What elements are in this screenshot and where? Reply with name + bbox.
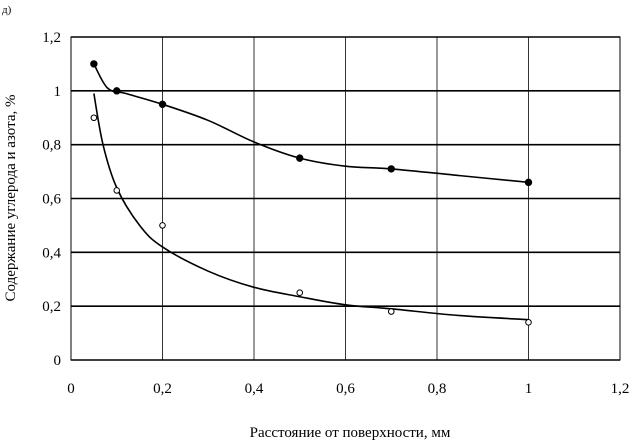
tick-labels: 0 0,2 0,4 0,6 0,8 1 1,2 0 0,2 0,4 0,6 0,8 1 1,2 bbox=[42, 30, 629, 397]
x-axis-title: Расстояние от поверхности, мм bbox=[250, 425, 451, 441]
open-data-point bbox=[159, 222, 166, 229]
x-tick-label: 1,2 bbox=[611, 381, 630, 397]
open-data-point bbox=[387, 308, 395, 315]
trend-lines bbox=[93, 63, 529, 321]
y-tick-label: 0,6 bbox=[42, 192, 61, 208]
y-tick-label: 0 bbox=[54, 353, 62, 369]
y-axis-title: Содержание углерода и азота, % bbox=[3, 95, 19, 302]
plot-frame bbox=[70, 36, 621, 361]
y-tick-label: 1,2 bbox=[42, 30, 61, 46]
y-tick-label: 0,2 bbox=[42, 299, 61, 315]
open-data-point bbox=[113, 187, 121, 194]
open-data-point bbox=[296, 289, 304, 297]
x-tick-label: 0,4 bbox=[245, 381, 264, 397]
grid bbox=[70, 36, 621, 361]
y-tick-label: 0,8 bbox=[42, 138, 61, 154]
trend-line-2 bbox=[93, 93, 529, 321]
x-tick-label: 0,6 bbox=[336, 381, 355, 397]
y-tick-label: 1 bbox=[54, 84, 62, 100]
filled-data-point bbox=[296, 154, 304, 162]
axes bbox=[70, 36, 621, 361]
filled-data-point bbox=[524, 178, 533, 187]
x-tick-label: 0,8 bbox=[428, 381, 447, 397]
x-tick-label: 0,2 bbox=[153, 381, 172, 397]
x-tick-label: 1 bbox=[525, 381, 533, 397]
y-tick-label: 0,4 bbox=[42, 245, 61, 261]
trend-line-1 bbox=[93, 63, 529, 184]
filled-data-point bbox=[90, 60, 98, 68]
x-tick-label: 0 bbox=[67, 381, 75, 397]
filled-data-point bbox=[113, 87, 121, 95]
data-markers bbox=[90, 60, 533, 326]
filled-data-point bbox=[158, 100, 167, 108]
panel-label: д) bbox=[2, 4, 12, 16]
open-data-point bbox=[525, 319, 532, 326]
filled-data-point bbox=[387, 165, 395, 173]
open-data-point bbox=[90, 114, 98, 122]
